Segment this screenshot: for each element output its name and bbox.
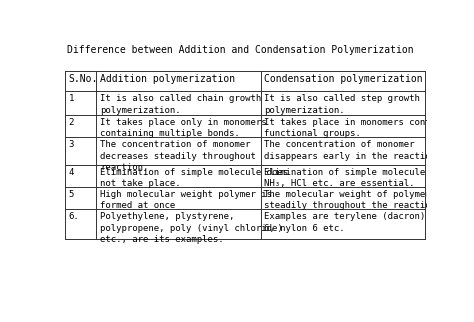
Text: 2: 2: [68, 118, 74, 127]
Text: Elimination of simple molecule like H₂O,
NH₃, HCl etc. are essential.: Elimination of simple molecule like H₂O,…: [264, 167, 474, 188]
Text: 3: 3: [68, 140, 74, 149]
Text: S.No.: S.No.: [68, 74, 98, 84]
Text: Examples are terylene (dacron), nylon6,
6, nylon 6 etc.: Examples are terylene (dacron), nylon6, …: [264, 212, 474, 233]
Text: The concentration of monomer
decreases steadily throughout
reaction.: The concentration of monomer decreases s…: [100, 140, 256, 172]
Text: 5: 5: [68, 190, 74, 199]
Text: 6.: 6.: [68, 212, 79, 221]
Text: Addition polymerization: Addition polymerization: [100, 74, 235, 84]
Text: Difference between Addition and Condensation Polymerization: Difference between Addition and Condensa…: [66, 45, 413, 55]
Text: Elimination of simple molecule does
not take place.: Elimination of simple molecule does not …: [100, 167, 288, 188]
Text: It takes place in monomers containing
functional groups.: It takes place in monomers containing fu…: [264, 118, 463, 138]
Text: 4: 4: [68, 167, 74, 176]
Text: It is also called step growth
polymerization.: It is also called step growth polymeriza…: [264, 94, 420, 115]
Text: Polyethylene, plystyrene,
polypropene, poly (vinyl chloride)
etc., are its examp: Polyethylene, plystyrene, polypropene, p…: [100, 212, 283, 244]
Text: 1: 1: [68, 94, 74, 103]
Text: It is also called chain growth
polymerization.: It is also called chain growth polymeriz…: [100, 94, 261, 115]
Text: The molecular weight of polymer rises
steadily throughout the reaction.: The molecular weight of polymer rises st…: [264, 190, 463, 210]
Text: It takes place only in monomers
containing multiple bonds.: It takes place only in monomers containi…: [100, 118, 267, 138]
Text: The concentration of monomer
disappears early in the reaction.: The concentration of monomer disappears …: [264, 140, 442, 161]
Text: Condensation polymerization: Condensation polymerization: [264, 74, 423, 84]
Text: High molecular weight polymer is
formed at once: High molecular weight polymer is formed …: [100, 190, 272, 210]
